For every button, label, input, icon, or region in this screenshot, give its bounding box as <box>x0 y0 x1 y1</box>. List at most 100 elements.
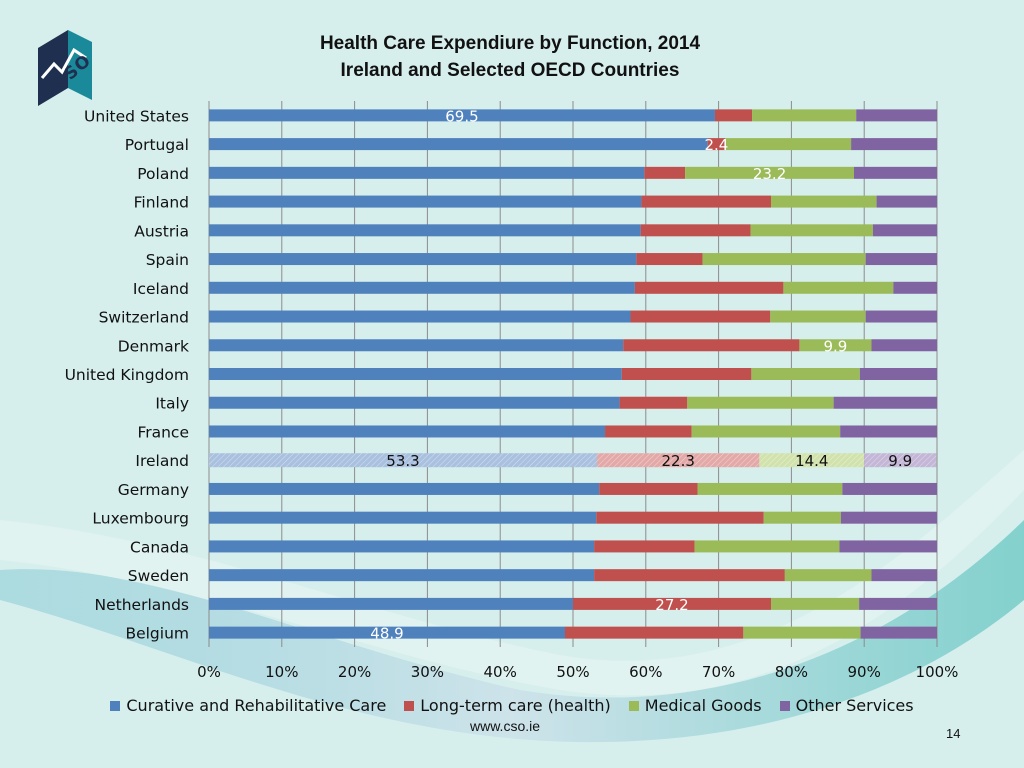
cso-logo <box>38 30 92 106</box>
x-tick-label: 30% <box>411 663 444 681</box>
data-label: 53.3 <box>386 452 419 470</box>
bar-curative <box>209 482 600 495</box>
bar-curative <box>209 195 642 208</box>
bar-longterm <box>621 368 752 380</box>
bar-medical <box>763 511 841 524</box>
bar-longterm <box>707 138 726 151</box>
bar-other <box>876 195 937 208</box>
x-tick-label: 90% <box>848 663 881 681</box>
bar-longterm <box>597 453 760 468</box>
legend-item-curative: Curative and Rehabilitative Care <box>110 696 386 715</box>
x-tick-label: 100% <box>916 663 959 681</box>
y-category-label: Switzerland <box>99 309 189 327</box>
data-label: 23.2 <box>753 165 786 183</box>
data-label: 14.4 <box>795 452 828 470</box>
bar-longterm <box>641 195 772 208</box>
bar-curative <box>209 396 620 409</box>
bar-medical <box>771 195 877 208</box>
bar-other <box>893 281 937 294</box>
bar-other <box>871 339 937 352</box>
bar-longterm <box>634 281 784 294</box>
bar-curative <box>209 540 595 553</box>
bar-medical <box>759 453 865 468</box>
data-label: 9.9 <box>824 337 848 355</box>
bar-curative <box>209 138 708 151</box>
chart-legend: Curative and Rehabilitative Care Long-ter… <box>0 696 1024 715</box>
bar-medical <box>687 396 834 409</box>
footer-url[interactable]: www.cso.ie <box>470 718 541 734</box>
y-category-label: Portugal <box>125 136 189 154</box>
x-tick-label: 40% <box>484 663 517 681</box>
bar-curative <box>209 425 606 438</box>
y-category-label: Sweden <box>128 567 189 585</box>
data-label: 48.9 <box>370 625 403 643</box>
bar-medical <box>697 482 843 495</box>
bar-curative <box>209 368 622 380</box>
x-tick-label: 50% <box>556 663 589 681</box>
bar-medical <box>784 569 872 582</box>
bar-curative <box>209 109 715 122</box>
bar-medical <box>685 166 855 179</box>
bar-other <box>833 396 937 409</box>
y-category-label: Belgium <box>125 625 189 643</box>
legend-swatch <box>628 700 639 711</box>
bar-other <box>854 166 937 179</box>
bar-other <box>859 597 937 610</box>
bar-longterm <box>596 511 764 524</box>
bar-other <box>860 626 937 639</box>
x-tick-label: 0% <box>197 663 221 681</box>
bar-curative <box>209 511 597 524</box>
legend-label: Curative and Rehabilitative Care <box>126 696 387 715</box>
x-tick-label: 70% <box>702 663 735 681</box>
bar-curative <box>209 166 645 179</box>
data-label: 9.9 <box>888 452 912 470</box>
bar-curative <box>209 310 631 323</box>
legend-label: Medical Goods <box>644 696 762 715</box>
y-category-label: Poland <box>137 165 189 183</box>
y-category-label: Netherlands <box>95 596 189 614</box>
bar-medical <box>771 597 860 610</box>
y-category-label: Ireland <box>135 452 189 470</box>
bar-longterm <box>619 396 688 409</box>
bar-other <box>859 368 937 380</box>
data-label: 2.4 <box>704 136 728 154</box>
data-label: 69.5 <box>445 107 478 125</box>
y-category-label: Luxembourg <box>92 510 189 528</box>
bar-longterm <box>623 339 800 352</box>
bar-other <box>856 109 937 122</box>
bar-other <box>865 310 937 323</box>
y-category-label: Spain <box>146 251 189 269</box>
bar-longterm <box>573 597 772 610</box>
bar-other <box>872 224 937 237</box>
bar-curative <box>209 626 565 639</box>
bar-medical <box>783 281 894 294</box>
y-category-label: Canada <box>130 538 189 556</box>
x-tick-label: 20% <box>338 663 371 681</box>
bar-other <box>839 540 937 553</box>
y-category-label: Finland <box>134 194 189 212</box>
y-category-label: Iceland <box>133 280 189 298</box>
legend-label: Long-term care (health) <box>420 696 611 715</box>
bar-longterm <box>594 540 695 553</box>
legend-swatch <box>404 700 415 711</box>
legend-swatch <box>779 700 790 711</box>
chart-title-line2: Ireland and Selected OECD Countries <box>340 60 680 81</box>
y-category-label: United States <box>84 107 189 125</box>
bar-other <box>864 453 937 468</box>
legend-item-other: Other Services <box>779 696 914 715</box>
bar-other <box>840 511 937 524</box>
bar-curative <box>209 597 573 610</box>
bar-curative <box>209 281 635 294</box>
bar-longterm <box>636 253 703 266</box>
page-number: 14 <box>946 726 961 741</box>
bar-medical <box>691 425 841 438</box>
y-category-label: United Kingdom <box>65 366 189 384</box>
bar-longterm <box>594 569 785 582</box>
data-label: 22.3 <box>661 452 694 470</box>
bar-medical <box>751 368 860 380</box>
legend-item-medical: Medical Goods <box>628 696 762 715</box>
data-label: 27.2 <box>655 596 688 614</box>
bar-curative <box>209 453 598 468</box>
bar-longterm <box>644 166 686 179</box>
bar-medical <box>702 253 866 266</box>
